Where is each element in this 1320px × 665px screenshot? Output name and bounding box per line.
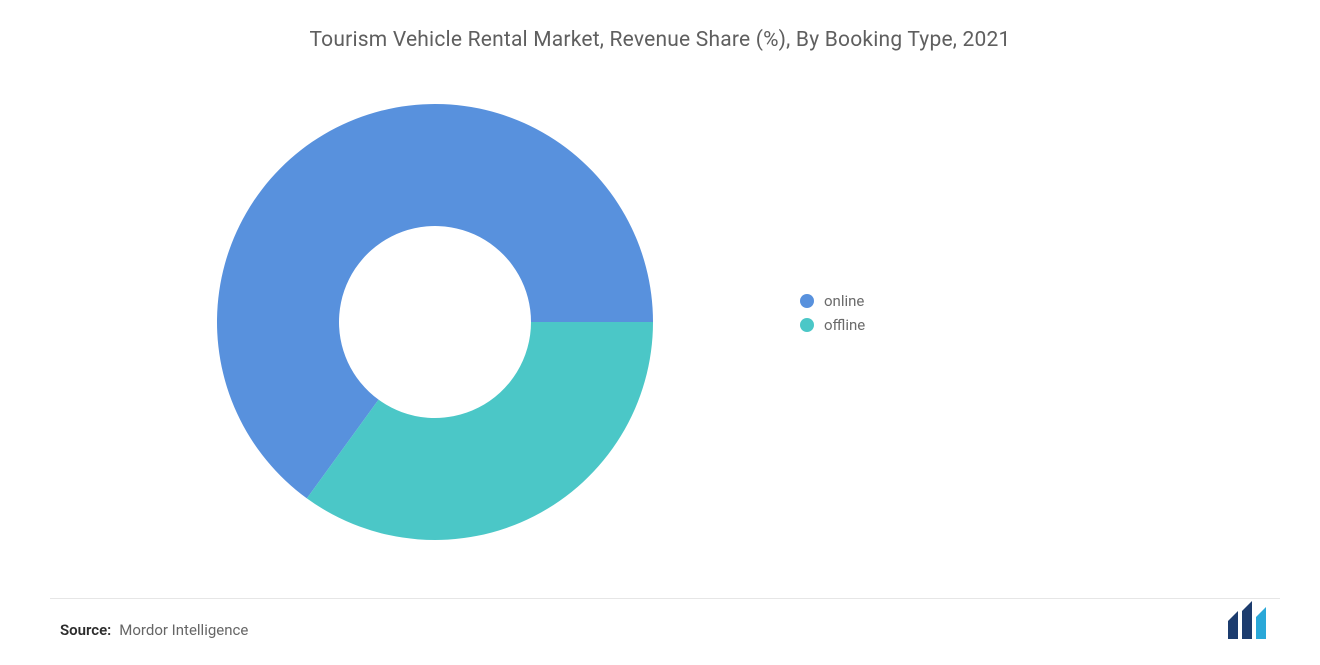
- legend-item-offline: offline: [800, 316, 865, 334]
- legend-swatch-online: [800, 294, 814, 308]
- legend-label-offline: offline: [824, 316, 865, 334]
- chart-area: online offline: [60, 62, 1260, 582]
- legend: online offline: [800, 292, 865, 340]
- legend-label-online: online: [824, 292, 864, 310]
- legend-swatch-offline: [800, 318, 814, 332]
- donut-chart: [215, 102, 655, 542]
- source-row: Source Mordor Intelligence: [60, 621, 248, 639]
- source-value: Mordor Intelligence: [119, 621, 248, 639]
- source-label: Source: [60, 621, 111, 639]
- donut-slice-offline: [307, 322, 653, 540]
- divider: [50, 598, 1280, 599]
- legend-item-online: online: [800, 292, 865, 310]
- chart-title: Tourism Vehicle Rental Market, Revenue S…: [60, 28, 1260, 52]
- brand-logo: [1226, 599, 1280, 643]
